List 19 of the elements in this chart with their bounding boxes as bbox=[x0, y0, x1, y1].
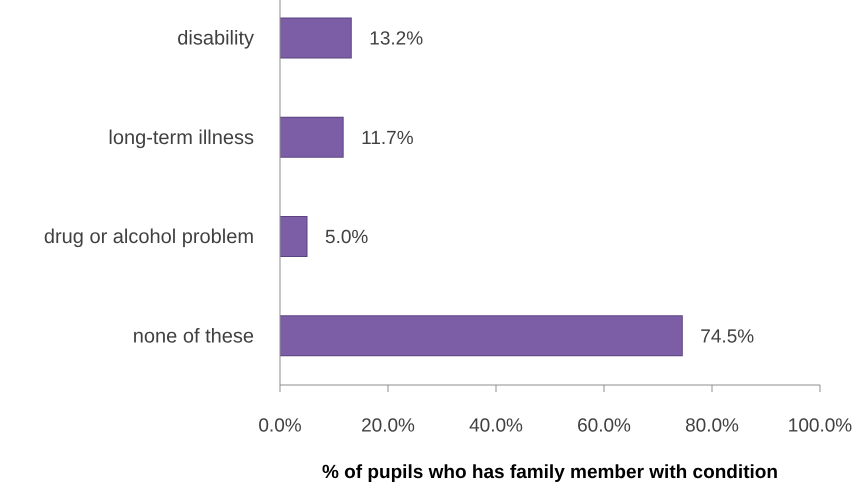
bar bbox=[280, 315, 683, 356]
x-tick-label: 40.0% bbox=[469, 415, 524, 436]
x-tick-label: 20.0% bbox=[361, 415, 416, 436]
bar bbox=[280, 116, 344, 158]
x-axis-title: % of pupils who has family member with condition bbox=[322, 462, 778, 483]
x-tick-label: 100.0% bbox=[788, 415, 852, 436]
x-tick-label: 0.0% bbox=[258, 415, 302, 436]
data-label: 5.0% bbox=[325, 227, 368, 248]
data-label: 13.2% bbox=[369, 28, 424, 50]
y-tick-label: none of these bbox=[132, 325, 254, 348]
x-tick-label: 80.0% bbox=[685, 415, 740, 436]
bar bbox=[280, 216, 308, 257]
x-tick-label: 60.0% bbox=[577, 415, 632, 436]
y-tick-label: long-term illness bbox=[108, 126, 254, 149]
y-tick-label: disability bbox=[177, 28, 254, 50]
bar bbox=[280, 18, 352, 58]
y-tick-label: drug or alcohol problem bbox=[44, 226, 254, 248]
data-label: 11.7% bbox=[361, 128, 414, 149]
data-label: 74.5% bbox=[700, 326, 754, 348]
